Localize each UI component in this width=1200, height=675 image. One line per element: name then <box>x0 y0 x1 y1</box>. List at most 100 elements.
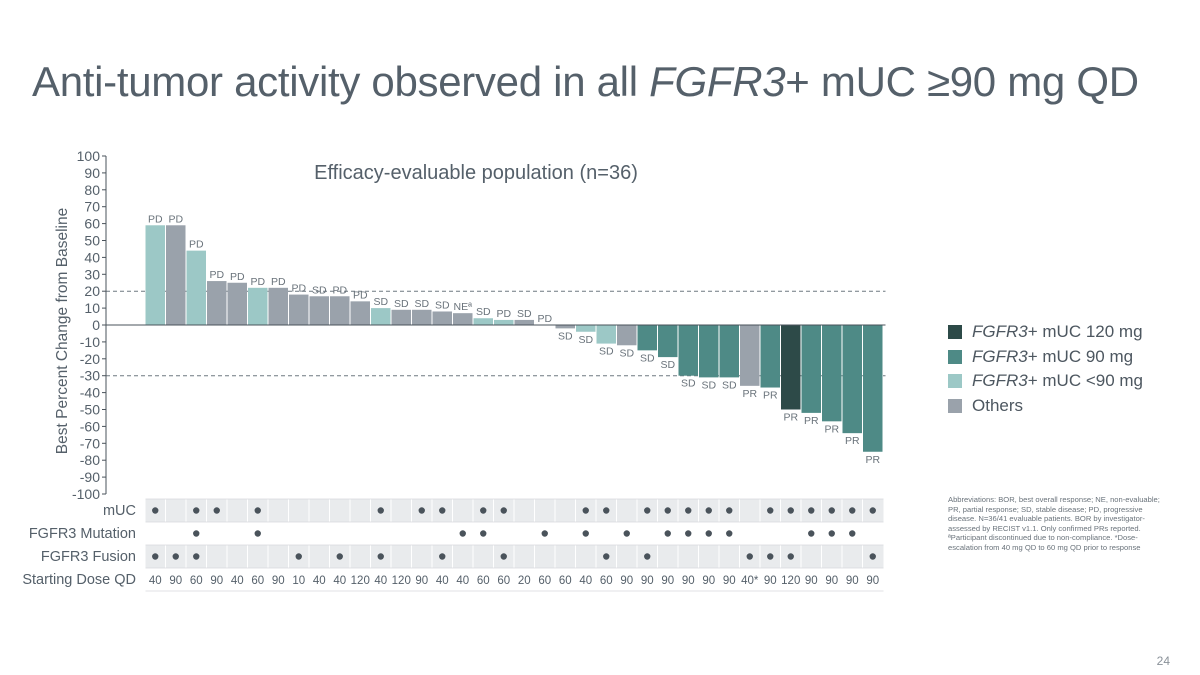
dose-value: 90 <box>210 575 223 587</box>
legend-swatch <box>948 325 962 340</box>
bar-35 <box>842 325 862 434</box>
bar-28 <box>699 325 719 378</box>
dose-value: 90 <box>825 575 838 587</box>
table-dot <box>377 507 384 514</box>
bar-5 <box>227 282 247 325</box>
legend-swatch <box>948 398 962 413</box>
legend: FGFR3 + mUC 120 mg FGFR3 + mUC 90 mg FGFR3 + … <box>948 320 1143 418</box>
table-row-label: FGFR3 Fusion <box>41 549 136 565</box>
y-tick-label: 70 <box>84 199 100 215</box>
table-dot <box>152 553 159 560</box>
table-dot <box>500 507 507 514</box>
dose-value: 40 <box>436 575 449 587</box>
bar-label-30: PR <box>742 388 757 400</box>
table-dot <box>500 553 507 560</box>
dose-value: 20 <box>518 575 531 587</box>
y-tick-label: 0 <box>92 317 100 333</box>
bar-label-14: SD <box>414 298 429 310</box>
bar-label-23: SD <box>599 346 614 358</box>
table-dot <box>152 507 159 514</box>
legend-label-italic: FGFR3 <box>972 371 1028 391</box>
page-number: 24 <box>1156 654 1170 668</box>
y-tick-label: 30 <box>84 266 100 282</box>
table-dot <box>336 553 343 560</box>
table-dot <box>685 507 692 514</box>
bar-label-26: SD <box>660 359 675 371</box>
legend-label: Others <box>972 395 1024 415</box>
bar-label-13: SD <box>394 298 409 310</box>
bar-label-32: PR <box>783 412 798 424</box>
table-row-label: mUC <box>103 503 136 519</box>
bar-12 <box>371 308 391 325</box>
dose-value: 60 <box>477 575 490 587</box>
bar-label-4: PD <box>209 269 224 281</box>
table-dot <box>685 530 692 537</box>
chart-title: Efficacy-evaluable population (n=36) <box>314 162 638 184</box>
table-dot <box>418 507 425 514</box>
bar-label-35: PR <box>845 435 860 447</box>
bar-label-20: PD <box>537 313 552 325</box>
y-tick-label: -30 <box>80 368 100 384</box>
bar-15 <box>432 311 452 325</box>
table-dot <box>582 530 589 537</box>
y-tick-label: -20 <box>80 351 100 367</box>
bar-6 <box>248 287 268 325</box>
legend-swatch <box>948 349 962 364</box>
bar-33 <box>801 325 821 413</box>
bar-label-27: SD <box>681 378 696 390</box>
bar-1 <box>145 225 165 325</box>
dose-value: 90 <box>641 575 654 587</box>
bar-label-21: SD <box>558 330 573 342</box>
y-tick-label: -10 <box>80 334 100 350</box>
legend-item: FGFR3 + mUC 90 mg <box>948 345 1143 370</box>
dose-value: 120 <box>351 575 370 587</box>
table-dot <box>541 530 548 537</box>
table-dot <box>377 553 384 560</box>
bar-36 <box>863 325 883 452</box>
table-dot <box>603 553 610 560</box>
bar-label-6: PD <box>250 276 265 288</box>
bar-21 <box>555 325 575 329</box>
dose-value: 120 <box>392 575 411 587</box>
dose-value: 90 <box>723 575 736 587</box>
bar-30 <box>740 325 760 386</box>
legend-label-italic: FGFR3 <box>972 346 1028 366</box>
table-dot <box>767 553 774 560</box>
table-dot <box>644 507 651 514</box>
dose-value: 40 <box>579 575 592 587</box>
bar-label-29: SD <box>722 379 737 391</box>
bar-label-25: SD <box>640 352 655 364</box>
dose-value: 60 <box>559 575 572 587</box>
table-dot <box>705 530 712 537</box>
bar-label-8: PD <box>291 283 306 295</box>
bar-18 <box>494 319 514 325</box>
dose-value: 90 <box>415 575 428 587</box>
y-axis-label: Best Percent Change from Baseline <box>54 208 71 454</box>
bar-23 <box>596 325 616 344</box>
table-dot <box>726 507 733 514</box>
dose-value: 90 <box>620 575 633 587</box>
table-dot <box>644 553 651 560</box>
dose-value: 120 <box>781 575 800 587</box>
bar-label-1: PD <box>148 213 163 225</box>
table-dot <box>869 553 876 560</box>
dose-value: 90 <box>682 575 695 587</box>
table-dot <box>439 553 446 560</box>
dose-value: 90 <box>272 575 285 587</box>
table-dot <box>828 530 835 537</box>
bar-9 <box>309 296 329 325</box>
legend-label-italic: FGFR3 <box>972 322 1028 342</box>
table-dot <box>254 530 261 537</box>
legend-item: Others <box>948 394 1143 419</box>
bar-label-16: NEª <box>454 301 473 313</box>
y-tick-label: -50 <box>80 402 100 418</box>
table-dot <box>664 507 671 514</box>
y-tick-label: 90 <box>84 165 100 181</box>
bar-label-9: SD <box>312 284 327 296</box>
dose-value: 60 <box>190 575 203 587</box>
bar-label-34: PR <box>824 423 839 435</box>
legend-swatch <box>948 374 962 389</box>
table-dot <box>213 507 220 514</box>
y-tick-label: 40 <box>84 249 100 265</box>
